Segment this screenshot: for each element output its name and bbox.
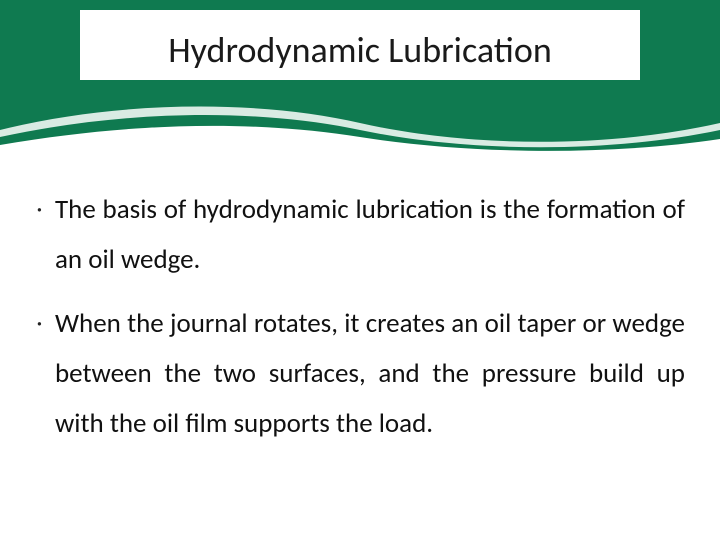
bullet-item: · When the journal rotates, it creates a… — [35, 299, 685, 449]
bullet-marker: · — [35, 185, 55, 233]
content-area: · The basis of hydrodynamic lubrication … — [35, 185, 685, 520]
bullet-text: The basis of hydrodynamic lubrication is… — [55, 185, 685, 285]
bullet-text: When the journal rotates, it creates an … — [55, 299, 685, 449]
bullet-marker: · — [35, 299, 55, 347]
page-title: Hydrodynamic Lubrication — [0, 28, 720, 72]
bullet-item: · The basis of hydrodynamic lubrication … — [35, 185, 685, 285]
wave-decoration — [0, 95, 720, 155]
